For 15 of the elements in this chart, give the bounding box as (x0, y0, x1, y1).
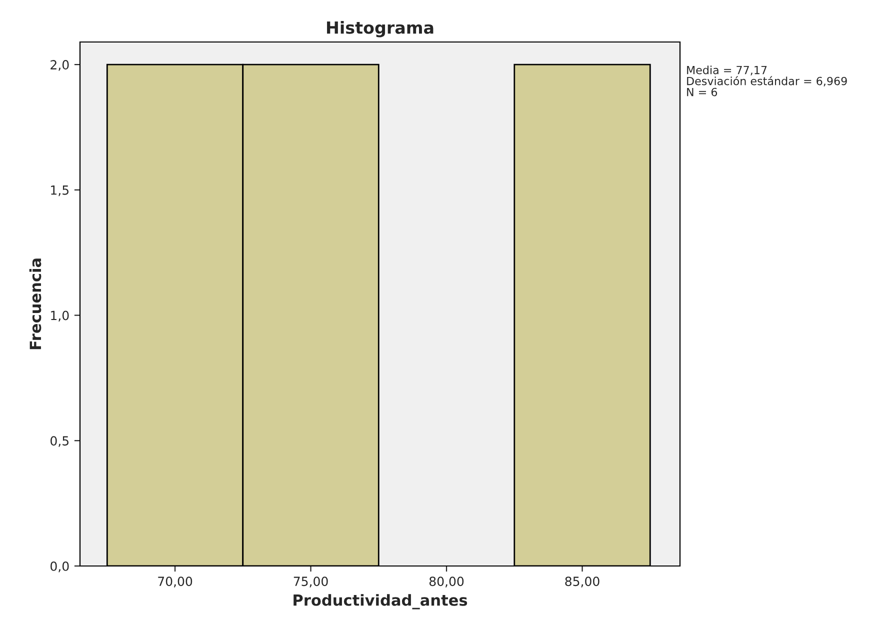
y-tick-label: 2,0 (50, 60, 69, 71)
y-tick-label: 1,0 (51, 310, 69, 322)
text: Media = 77,17 (687, 66, 767, 76)
y-axis-title: Frecuencia (29, 258, 42, 350)
y-tick-label: 0,0 (50, 561, 69, 572)
x-axis-title: Productividad_antes (294, 594, 468, 610)
x-tick-label: 85,00 (565, 576, 600, 588)
y-tick-label: 1,5 (51, 186, 68, 196)
y-tick-label: 0,5 (50, 436, 68, 447)
x-tick-label: 75,00 (294, 576, 328, 588)
x-tick-label: 80,00 (429, 576, 464, 588)
x-tick-label: 70,00 (158, 576, 192, 588)
text: N = 6 (687, 88, 718, 96)
chart-title: Histograma (327, 21, 434, 38)
text: Desviación estándar = 6,969 (687, 76, 847, 86)
